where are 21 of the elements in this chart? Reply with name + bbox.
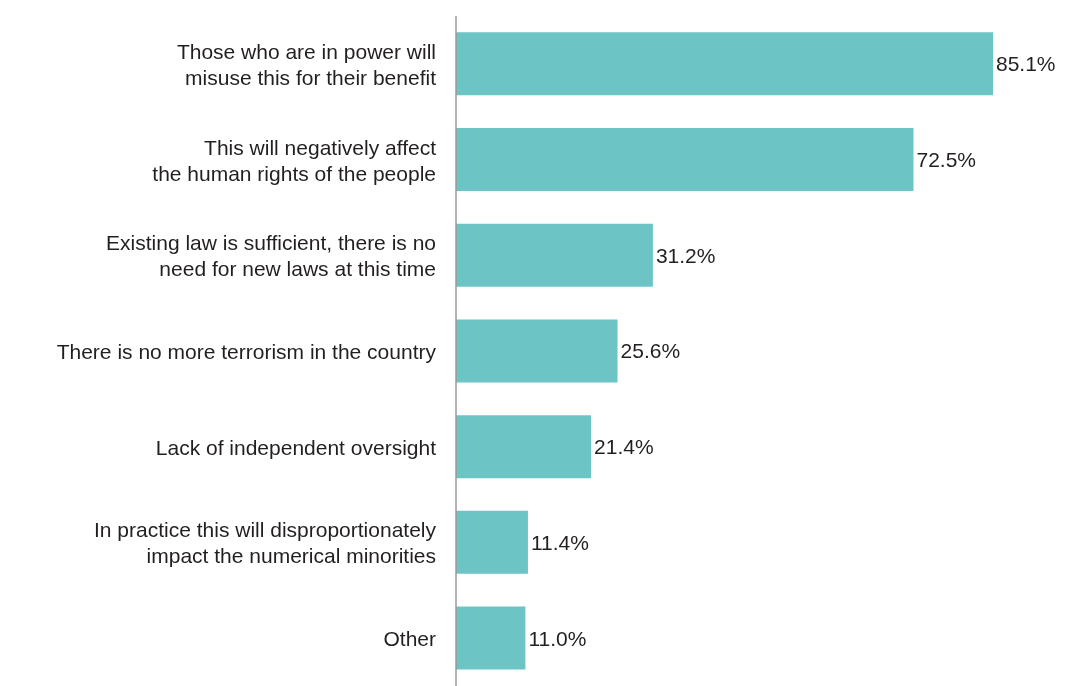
data-label: 85.1% <box>996 52 1056 76</box>
bar <box>456 223 653 287</box>
data-label: 25.6% <box>620 339 681 363</box>
y-tick-label: In practice this will disproportionately impact the numerical minorities <box>94 517 437 567</box>
bar <box>456 415 592 479</box>
data-label: 21.4% <box>594 435 654 459</box>
data-label: 11.0% <box>528 626 587 650</box>
bar <box>456 127 914 191</box>
data-label: 72.5% <box>916 147 977 171</box>
y-tick-label: There is no more terrorism in the country <box>56 339 437 363</box>
bar <box>456 510 528 574</box>
bar <box>456 606 526 670</box>
y-tick-label: This will negatively affect the human rights of the people <box>152 135 437 185</box>
y-tick-label: Other <box>383 626 436 650</box>
bar <box>456 319 618 383</box>
bar <box>456 32 993 96</box>
data-label: 31.2% <box>655 243 716 267</box>
y-tick-label: Those who are in power will misuse this for their benefit <box>176 39 437 89</box>
y-tick-label: Existing law is sufficient, there is no need for new laws at this time <box>106 230 436 280</box>
data-label: 11.4% <box>530 530 589 554</box>
y-tick-label: Lack of independent oversight <box>155 435 437 459</box>
